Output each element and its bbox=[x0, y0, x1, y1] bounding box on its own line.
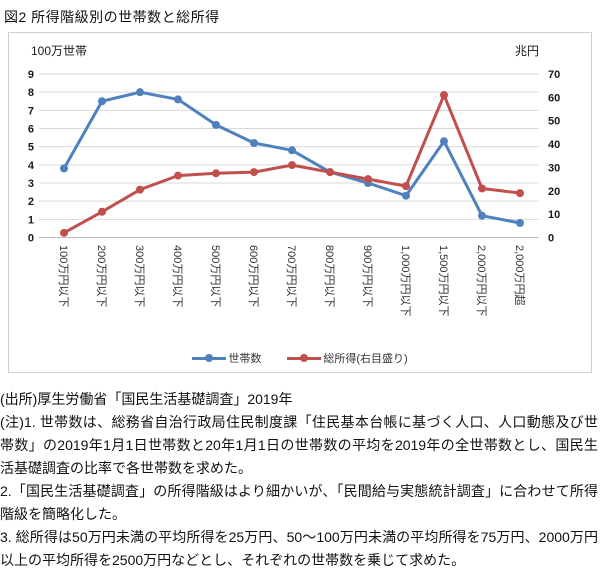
households-point bbox=[440, 137, 448, 146]
left-axis-tick-label: 5 bbox=[28, 142, 34, 154]
total-income-point bbox=[326, 168, 334, 177]
right-axis-tick-label: 40 bbox=[548, 139, 560, 151]
right-axis-tick-label: 60 bbox=[548, 92, 560, 104]
right-axis-unit-label: 兆円 bbox=[514, 44, 539, 58]
left-axis-tick-label: 4 bbox=[28, 160, 35, 172]
total-income-point bbox=[364, 175, 372, 184]
total-income-point bbox=[402, 182, 410, 191]
total-income-legend-label: 総所得(右目盛り) bbox=[323, 353, 408, 365]
line-chart: 0 1 2 3 4 5 6 7 8 9 0 10 20 30 40 50 60 70 100万円以下 200万円以下 3… bbox=[28, 69, 560, 317]
x-axis-label: 900万円以下 bbox=[361, 245, 373, 307]
left-axis-tick-label: 8 bbox=[28, 87, 34, 99]
total-income-point bbox=[440, 91, 448, 100]
left-axis-tick-label: 2 bbox=[28, 196, 34, 208]
right-axis-tick-label: 0 bbox=[548, 233, 554, 245]
total-income-legend-marker bbox=[287, 354, 322, 362]
total-income-point bbox=[516, 189, 524, 198]
x-axis-label: 2,000万円以下 bbox=[475, 245, 487, 317]
households-point bbox=[478, 211, 486, 220]
households-legend-marker bbox=[192, 354, 227, 362]
footnote-1: (注)1. 世帯数は、総務省自治行政局住民制度課「住民基本台帳に基づく人口、人口… bbox=[0, 414, 598, 476]
x-axis-label: 2,000万円超 bbox=[513, 245, 527, 306]
left-axis-tick-label: 0 bbox=[28, 233, 34, 245]
households-point bbox=[250, 139, 258, 148]
total-income-point bbox=[60, 228, 68, 237]
households-legend-label: 世帯数 bbox=[228, 353, 262, 365]
footnote-2: 2.「国民生活基礎調査」の所得階級はより細かいが、「民間給与実態統計調査」に合わ… bbox=[0, 483, 598, 522]
x-axis-label: 100万円以下 bbox=[57, 245, 69, 307]
households-point bbox=[136, 88, 144, 97]
households-point bbox=[212, 120, 220, 129]
right-axis-tick-label: 50 bbox=[548, 116, 560, 128]
right-axis-tick-label: 10 bbox=[548, 209, 560, 221]
right-axis-tick-label: 70 bbox=[548, 69, 560, 81]
figure-title: 図2 所得階級別の世帯数と総所得 bbox=[4, 9, 220, 25]
figure-notes: (出所)厚生労働省「国民生活基礎調査」2019年 (注)1. 世帯数は、総務省自… bbox=[0, 388, 600, 572]
chart-frame: 100万世帯 兆円 0 1 2 3 4 5 6 7 8 9 0 10 20 30 40 50 60 70 100万円… bbox=[8, 32, 592, 373]
legend-item-households: 世帯数 bbox=[192, 350, 261, 366]
x-axis-label: 1,500万円以下 bbox=[437, 245, 449, 317]
left-axis-tick-label: 9 bbox=[28, 69, 34, 81]
left-axis-unit-label: 100万世帯 bbox=[31, 44, 88, 58]
left-axis-tick-label: 3 bbox=[28, 178, 34, 190]
x-axis-label: 200万円以下 bbox=[95, 245, 107, 307]
total-income-point bbox=[212, 169, 220, 178]
x-axis-label: 800万円以下 bbox=[323, 245, 335, 307]
left-axis-tick-label: 6 bbox=[28, 124, 34, 136]
total-income-point bbox=[478, 184, 486, 193]
x-axis-label: 1,000万円以下 bbox=[399, 245, 411, 317]
total-income-point bbox=[98, 207, 106, 216]
x-axis-label: 400万円以下 bbox=[171, 245, 183, 307]
total-income-point bbox=[174, 171, 182, 180]
households-point bbox=[288, 146, 296, 155]
footnote-3: 3. 総所得は50万円未満の平均所得を25万円、50〜100万円未満の平均所得を… bbox=[0, 529, 598, 568]
x-axis-label: 600万円以下 bbox=[247, 245, 259, 307]
households-point bbox=[516, 218, 524, 227]
x-axis-label: 700万円以下 bbox=[285, 245, 297, 307]
households-point bbox=[402, 191, 410, 200]
right-axis-tick-label: 20 bbox=[548, 186, 560, 198]
right-axis-tick-label: 30 bbox=[548, 162, 560, 174]
x-axis-label: 300万円以下 bbox=[133, 245, 145, 307]
x-axis-label: 500万円以下 bbox=[209, 245, 221, 307]
total-income-point bbox=[288, 161, 296, 170]
total-income-point bbox=[136, 185, 144, 194]
legend-item-total-income: 総所得(右目盛り) bbox=[287, 350, 408, 366]
source-note: (出所)厚生労働省「国民生活基礎調査」2019年 bbox=[0, 391, 293, 407]
households-point bbox=[174, 95, 182, 104]
households-point bbox=[60, 164, 68, 173]
households-point bbox=[98, 97, 106, 106]
chart-legend: 世帯数 総所得(右目盛り) bbox=[9, 350, 591, 366]
left-axis-tick-label: 1 bbox=[28, 214, 34, 226]
total-income-point bbox=[250, 168, 258, 177]
left-axis-tick-label: 7 bbox=[28, 105, 34, 117]
